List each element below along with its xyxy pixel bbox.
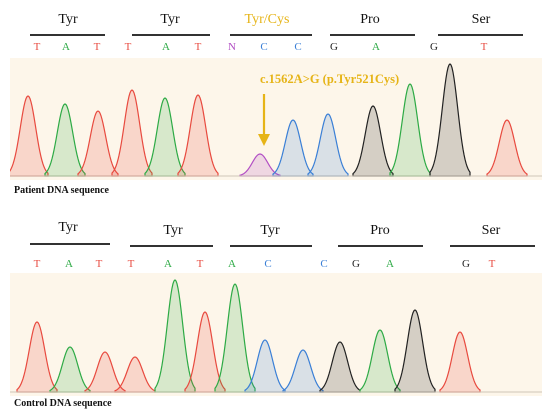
patient-peak-13 — [486, 119, 528, 177]
patient-base-11: A — [372, 41, 380, 53]
patient-base-10: G — [330, 41, 338, 53]
control-codon-5: Ser — [481, 223, 501, 238]
patient-base-4: T — [124, 41, 132, 53]
control-peak-10 — [319, 341, 361, 393]
control-base-9: C — [320, 258, 328, 270]
control-codon-4: Pro — [370, 223, 390, 238]
patient-peak-1 — [10, 95, 49, 177]
patient-codon-bar-1 — [30, 34, 105, 36]
patient-base-6: T — [194, 41, 202, 53]
control-chromatogram-background — [10, 273, 542, 396]
patient-base-7: N — [228, 41, 236, 53]
control-peak-7 — [214, 283, 256, 393]
control-base-3: T — [95, 258, 103, 270]
patient-base-8: C — [260, 41, 268, 53]
patient-chromatogram-plot — [10, 58, 542, 180]
control-caption: Control DNA sequence — [14, 398, 112, 409]
control-base-12: G — [462, 258, 470, 270]
patient-chromatogram — [10, 58, 542, 180]
control-base-2: A — [65, 258, 73, 270]
control-base-13: T — [488, 258, 496, 270]
patient-codon-3-variant: Tyr/Cys — [244, 12, 290, 27]
control-base-8: C — [264, 258, 272, 270]
patient-chromatogram-background — [10, 58, 542, 180]
patient-base-2: A — [62, 41, 70, 53]
patient-peak-5 — [144, 97, 186, 177]
patient-peak-2 — [44, 103, 86, 177]
control-peak-4 — [114, 356, 156, 393]
patient-peak-8 — [272, 119, 314, 177]
control-base-10: G — [352, 258, 360, 270]
control-chromatogram-plot — [10, 273, 542, 396]
mutation-label: c.1562A>G (p.Tyr521Cys) — [260, 72, 400, 86]
patient-codon-bar-4 — [330, 34, 415, 36]
control-base-5: A — [164, 258, 172, 270]
control-codon-1: Tyr — [58, 220, 78, 235]
control-codon-bar-3 — [230, 245, 312, 247]
patient-peak-12 — [429, 63, 471, 177]
patient-base-12: G — [430, 41, 438, 53]
control-chromatogram — [10, 273, 542, 396]
control-peak-11 — [359, 329, 401, 393]
control-base-4: T — [127, 258, 135, 270]
control-peak-1 — [16, 321, 58, 393]
patient-peak-11 — [389, 83, 431, 177]
patient-base-1: T — [33, 41, 41, 53]
control-codon-bar-4 — [338, 245, 423, 247]
control-base-1: T — [33, 258, 41, 270]
patient-peak-10 — [352, 105, 394, 177]
patient-base-9: C — [294, 41, 302, 53]
control-codon-3: Tyr — [260, 223, 280, 238]
patient-base-3: T — [93, 41, 101, 53]
patient-base-5: A — [162, 41, 170, 53]
control-peak-2 — [49, 346, 91, 393]
mutation-arrow-icon — [258, 94, 270, 146]
patient-panel: Tyr Tyr Tyr/Cys Pro Ser T A T T A T N C … — [0, 0, 550, 205]
control-panel: Tyr Tyr Tyr Pro Ser T A T T A T A C C G … — [0, 215, 550, 420]
patient-peak-4 — [111, 89, 153, 177]
control-codon-bar-5 — [450, 245, 535, 247]
control-peak-13 — [439, 331, 481, 393]
patient-codon-5: Ser — [471, 12, 491, 27]
patient-peak-6 — [177, 94, 219, 177]
patient-codon-1: Tyr — [58, 12, 78, 27]
control-codon-bar-1 — [30, 243, 110, 245]
patient-codon-2: Tyr — [160, 12, 180, 27]
control-base-11: A — [386, 258, 394, 270]
patient-base-13: T — [480, 41, 488, 53]
patient-peak-9 — [307, 113, 349, 177]
control-peak-3 — [84, 351, 126, 393]
patient-codon-bar-2 — [132, 34, 210, 36]
patient-peak-3 — [77, 110, 119, 177]
control-peak-6 — [184, 311, 226, 393]
control-base-7: A — [228, 258, 236, 270]
control-codon-2: Tyr — [163, 223, 183, 238]
patient-codon-bar-5 — [438, 34, 523, 36]
control-peak-8 — [244, 339, 286, 393]
control-peak-12 — [394, 309, 436, 393]
control-peak-5 — [154, 279, 196, 393]
control-base-6: T — [196, 258, 204, 270]
control-codon-bar-2 — [130, 245, 213, 247]
control-peak-9 — [282, 349, 324, 393]
patient-caption: Patient DNA sequence — [14, 185, 109, 196]
patient-codon-4: Pro — [360, 12, 380, 27]
patient-codon-bar-3 — [230, 34, 312, 36]
